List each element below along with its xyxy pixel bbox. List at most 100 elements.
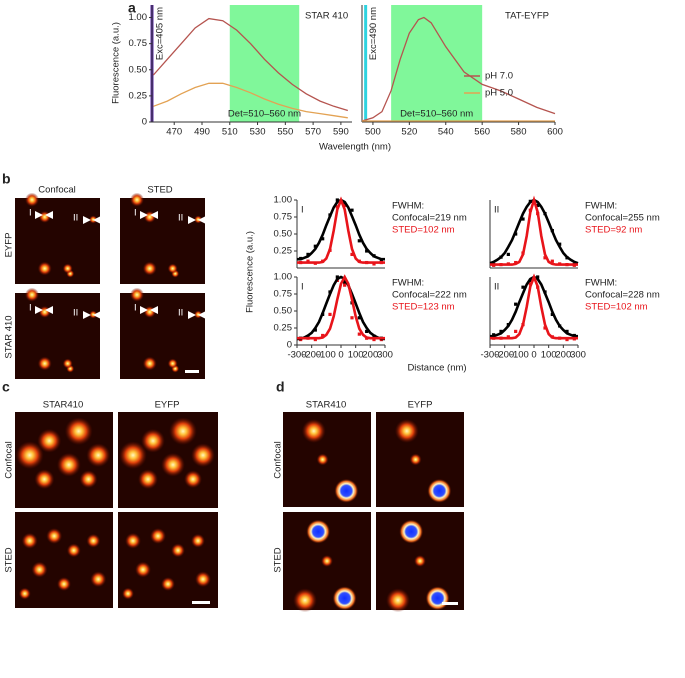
roi-marker: I xyxy=(29,303,32,314)
chart-title: STAR 410 xyxy=(305,11,348,22)
fluorescent-spot xyxy=(150,528,166,544)
fluorescent-spot xyxy=(135,561,151,578)
data-line xyxy=(297,198,385,261)
fluorescent-spot xyxy=(427,478,452,503)
legend-label: pH 7.0 xyxy=(485,71,513,82)
arrowhead xyxy=(35,211,43,219)
y-tick-label: 1.00 xyxy=(129,12,148,23)
scale-bar xyxy=(192,601,210,604)
x-tick-label: 520 xyxy=(401,127,417,138)
x-tick-label: 530 xyxy=(250,127,266,138)
data-point xyxy=(335,275,339,279)
arrowhead xyxy=(150,211,158,219)
data-line xyxy=(152,17,348,112)
x-tick-label: 470 xyxy=(166,127,182,138)
fluorescent-spot xyxy=(122,587,134,600)
micrograph xyxy=(120,198,205,284)
column-header: Confocal xyxy=(38,185,76,196)
annotation: FWHM: xyxy=(585,201,617,212)
fluorescent-spot xyxy=(25,287,39,302)
fluorescent-spot xyxy=(409,453,422,466)
arrowhead xyxy=(83,311,91,319)
profile-label: II xyxy=(494,282,499,293)
column-header: STAR410 xyxy=(43,400,83,411)
fluorescent-spot xyxy=(18,587,31,600)
fluorescent-spot xyxy=(161,577,175,591)
y-tick-label: 0 xyxy=(142,117,147,128)
data-point xyxy=(372,262,376,266)
arrowhead xyxy=(188,311,196,319)
column-header: EYFP xyxy=(408,400,433,411)
excitation-label: Exc=405 nm xyxy=(155,7,166,60)
fluorescent-spot xyxy=(167,263,178,274)
fluorescent-spot xyxy=(15,441,44,470)
roi-marker: II xyxy=(178,308,183,319)
profile-label: I xyxy=(301,282,304,293)
data-point xyxy=(321,333,325,338)
roi-marker: II xyxy=(178,213,183,224)
fluorescent-spot xyxy=(386,588,410,613)
fluorescent-spot xyxy=(142,356,157,371)
data-point xyxy=(306,259,310,263)
panel-letter: d xyxy=(276,379,285,395)
fluorescent-spot xyxy=(167,358,178,369)
fluorescent-spot xyxy=(25,192,39,207)
fluorescent-spot xyxy=(86,533,101,548)
fluorescent-spot xyxy=(191,443,215,468)
fluorescent-spot xyxy=(130,287,144,302)
arrowhead xyxy=(83,216,91,224)
roi-marker: II xyxy=(73,213,78,224)
profile-label: I xyxy=(301,205,304,216)
fluorescent-spot xyxy=(334,478,359,503)
data-point xyxy=(492,333,496,337)
chart-title: TAT-EYFP xyxy=(505,11,549,22)
x-tick-label: 300 xyxy=(377,350,393,361)
x-tick-label: 600 xyxy=(547,127,563,138)
y-tick-label: 0.25 xyxy=(129,90,148,101)
data-line xyxy=(297,275,385,341)
roi-marker: II xyxy=(73,308,78,319)
fluorescent-spot xyxy=(89,310,98,319)
fluorescent-spot xyxy=(142,261,157,276)
fluorescent-spot xyxy=(194,215,203,224)
excitation-label: Exc=490 nm xyxy=(368,7,379,60)
fluorescent-spot xyxy=(414,555,426,567)
data-point xyxy=(521,285,525,289)
fluorescent-spot xyxy=(184,470,202,489)
detection-band xyxy=(391,5,483,122)
row-label: EYFP xyxy=(4,233,15,258)
data-point xyxy=(357,316,361,320)
data-point xyxy=(550,259,554,263)
roi-marker: I xyxy=(29,208,32,219)
x-tick-label: -300 xyxy=(287,350,306,361)
micrograph xyxy=(15,198,100,284)
arrowhead xyxy=(93,216,101,224)
panel-letter: a xyxy=(128,0,136,16)
data-point xyxy=(350,252,354,256)
y-tick-label: 1.00 xyxy=(274,195,293,206)
data-point xyxy=(521,217,525,221)
annotation: FWHM: xyxy=(585,278,617,289)
annotation: Confocal=228 nm xyxy=(585,290,660,301)
x-tick-label: 0 xyxy=(338,350,343,361)
arrowhead xyxy=(140,211,148,219)
fluorescent-spot xyxy=(64,417,93,446)
fluorescent-spot xyxy=(301,419,326,443)
x-axis-label: Wavelength (nm) xyxy=(319,142,391,153)
data-line xyxy=(361,16,556,122)
x-tick-label: 100 xyxy=(348,350,364,361)
fluorescent-spot xyxy=(37,261,52,276)
arrowhead xyxy=(45,306,53,314)
fluorescent-spot xyxy=(161,452,185,477)
x-tick-label: 580 xyxy=(511,127,527,138)
data-line xyxy=(153,82,348,119)
band-label: Det=510–560 nm xyxy=(400,109,473,120)
row-label: STAR 410 xyxy=(4,315,15,358)
arrowhead xyxy=(198,216,206,224)
x-tick-label: 490 xyxy=(194,127,210,138)
y-tick-label: 0.75 xyxy=(274,289,293,300)
data-point xyxy=(306,252,310,256)
fluorescent-spot xyxy=(56,452,81,477)
fluorescent-spot xyxy=(57,577,71,591)
